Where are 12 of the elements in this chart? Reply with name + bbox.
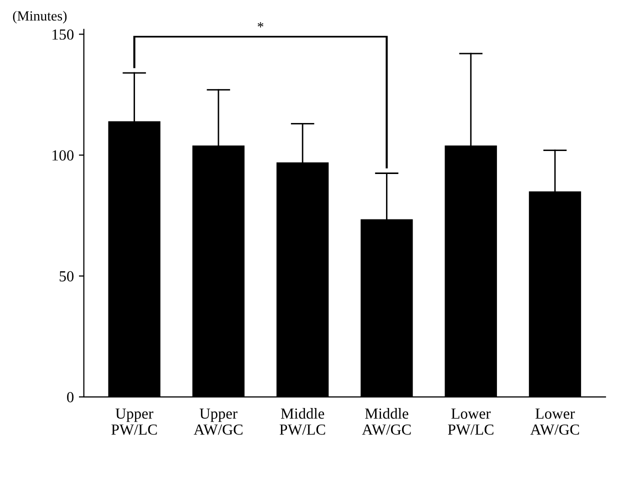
y-tick-label: 0 — [67, 392, 74, 402]
y-tick-label: 100 — [52, 150, 74, 161]
x-tick-label: Middle PW/LC — [280, 408, 326, 435]
x-tick-label: Lower AW/GC — [530, 408, 579, 435]
x-tick-label: Middle AW/GC — [362, 408, 411, 435]
x-tick-label: Upper PW/LC — [111, 408, 157, 435]
y-tick-label: 50 — [60, 271, 74, 282]
y-tick-label: 150 — [52, 29, 74, 40]
y-axis-title: (Minutes) — [13, 10, 67, 24]
x-tick-label: Lower PW/LC — [448, 408, 494, 435]
text: * — [258, 22, 264, 28]
x-tick-label: Upper AW/GC — [194, 408, 242, 435]
